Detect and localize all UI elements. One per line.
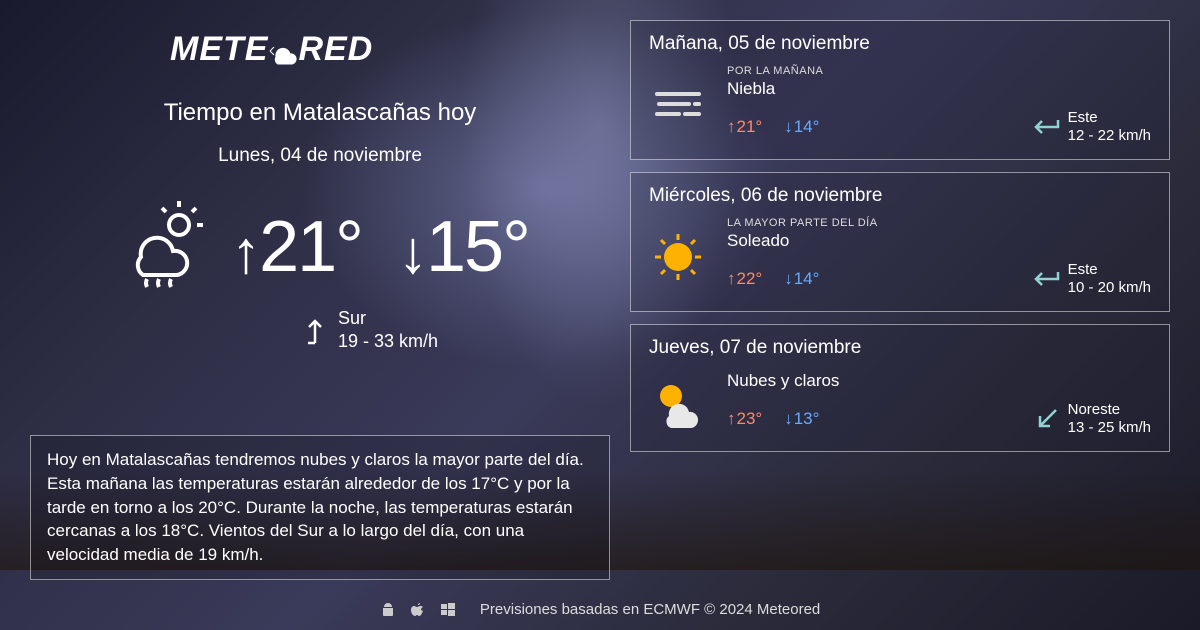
forecast-high: 23° — [727, 409, 762, 429]
today-main: ↑21° ↓15° — [30, 197, 610, 297]
today-low: 15° — [426, 207, 529, 287]
forecast-list: Mañana, 05 de noviembre POR LA MAÑANA Ni… — [630, 20, 1170, 580]
wind-up-icon — [302, 313, 328, 347]
forecast-period: LA MAYOR PARTE DEL DÍA — [727, 217, 1151, 229]
today-temps: ↑21° ↓15° — [231, 206, 529, 288]
brand-post: RED — [298, 30, 373, 68]
brand-cloud-icon — [266, 37, 300, 65]
today-high: 21° — [259, 207, 362, 287]
today-wind: Sur 19 - 33 km/h — [130, 307, 610, 354]
fog-icon — [649, 76, 707, 134]
brand-pre: METE — [170, 30, 268, 68]
forecast-period: POR LA MAÑANA — [727, 65, 1151, 77]
forecast-card: Jueves, 07 de noviembre Nubes y claros 2… — [630, 324, 1170, 452]
page-title: Tiempo en Matalascañas hoy — [30, 99, 610, 127]
forecast-high: 21° — [727, 117, 762, 137]
wind-down-left-icon — [1034, 406, 1060, 432]
forecast-high: 22° — [727, 269, 762, 289]
forecast-wind-speed: 10 - 20 km/h — [1068, 279, 1151, 297]
apple-icon — [410, 602, 426, 618]
forecast-condition: Soleado — [727, 231, 1151, 251]
brand-logo: METE RED — [170, 30, 610, 69]
today-summary: Hoy en Matalascañas tendremos nubes y cl… — [30, 435, 610, 580]
windows-icon — [440, 602, 456, 618]
sun-icon — [649, 228, 707, 286]
wind-left-icon — [1032, 116, 1060, 138]
cloud-sun-icon — [649, 374, 707, 432]
forecast-card: Mañana, 05 de noviembre POR LA MAÑANA Ni… — [630, 20, 1170, 160]
forecast-wind-dir: Este — [1068, 109, 1151, 127]
forecast-low: 14° — [784, 269, 819, 289]
footer: Previsiones basadas en ECMWF © 2024 Mete… — [0, 601, 1200, 618]
forecast-wind-speed: 13 - 25 km/h — [1068, 419, 1151, 437]
forecast-condition: Nubes y claros — [727, 371, 1151, 391]
forecast-wind-speed: 12 - 22 km/h — [1068, 127, 1151, 145]
forecast-title: Jueves, 07 de noviembre — [649, 337, 1151, 359]
forecast-title: Mañana, 05 de noviembre — [649, 33, 1151, 55]
today-date: Lunes, 04 de noviembre — [30, 145, 610, 167]
forecast-card: Miércoles, 06 de noviembre LA MAYOR — [630, 172, 1170, 312]
today-wind-dir: Sur — [338, 307, 438, 330]
forecast-low: 13° — [784, 409, 819, 429]
today-wind-speed: 19 - 33 km/h — [338, 330, 438, 353]
footer-text: Previsiones basadas en ECMWF © 2024 Mete… — [480, 601, 820, 618]
forecast-wind-dir: Noreste — [1068, 401, 1151, 419]
wind-left-icon — [1032, 268, 1060, 290]
forecast-condition: Niebla — [727, 79, 1151, 99]
forecast-wind-dir: Este — [1068, 261, 1151, 279]
forecast-title: Miércoles, 06 de noviembre — [649, 185, 1151, 207]
android-icon — [380, 602, 396, 618]
cloud-sun-rain-icon — [111, 197, 211, 297]
forecast-low: 14° — [784, 117, 819, 137]
